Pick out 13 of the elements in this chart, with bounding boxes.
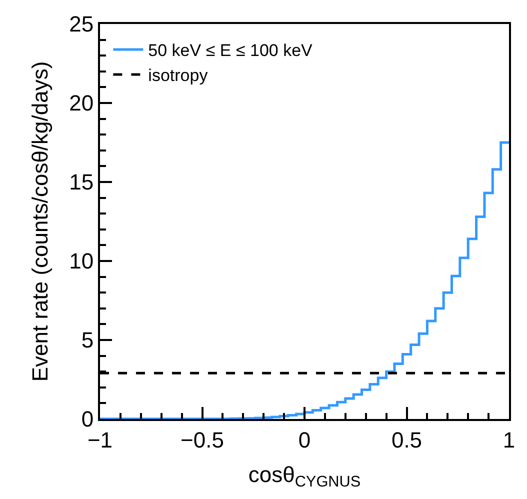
x-tick-label: 1 — [502, 427, 516, 452]
y-tick-label: 25 — [69, 12, 94, 37]
x-tick-label: 0.5 — [391, 427, 422, 452]
legend-label: 50 keV ≤ E ≤ 100 keV — [148, 41, 314, 60]
x-tick-label: 0 — [298, 427, 311, 452]
x-tick-label: −0.5 — [180, 427, 224, 452]
y-tick-label: 5 — [81, 328, 94, 353]
y-tick-label: 15 — [69, 170, 94, 195]
y-tick-label: 10 — [69, 248, 94, 274]
legend-label: isotropy — [148, 66, 208, 86]
x-axis-title: cosθ$_{CYGNUS}$ — [248, 462, 361, 490]
y-tick-label: 20 — [69, 90, 94, 116]
y-axis-title: Event rate (counts/cosθ/kg/days) — [27, 61, 52, 382]
